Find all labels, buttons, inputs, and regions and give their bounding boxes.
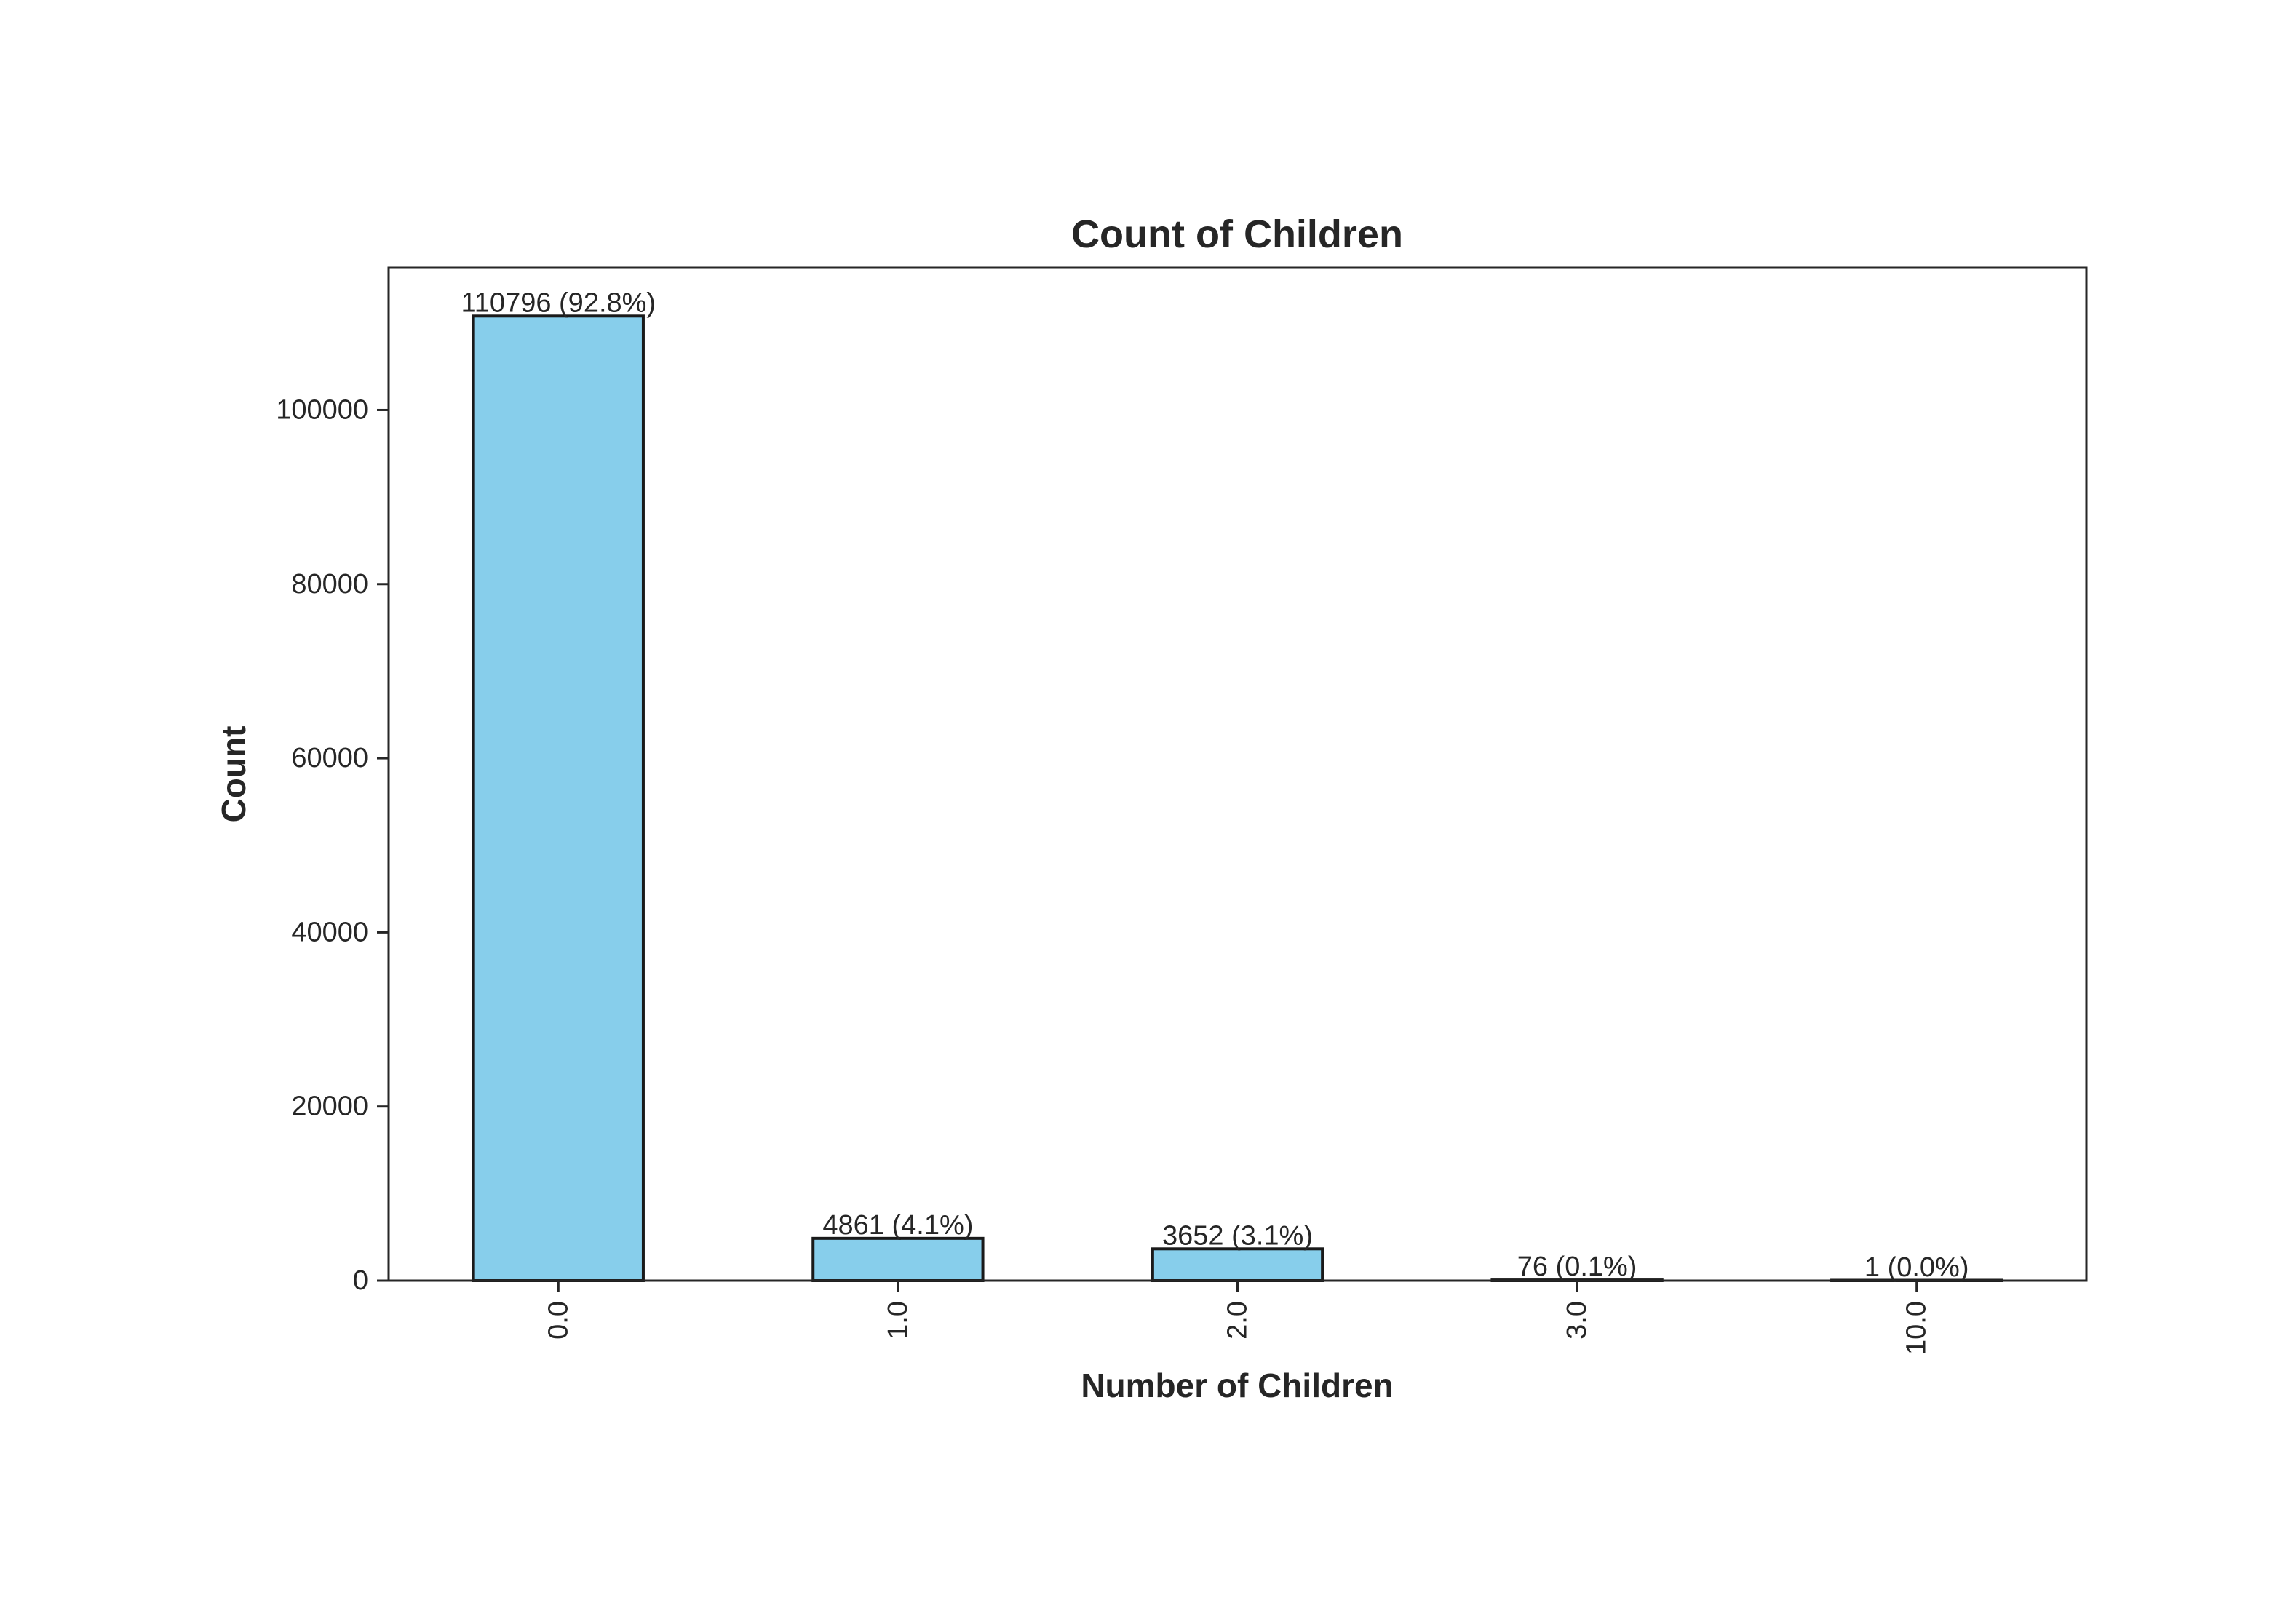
data-label-2.0: 3652 (3.1%)	[1162, 1220, 1313, 1251]
x-tick-label-3.0: 3.0	[1562, 1301, 1592, 1340]
data-label-10.0: 1 (0.0%)	[1864, 1252, 1969, 1283]
x-axis-label: Number of Children	[1081, 1367, 1393, 1404]
x-tick-label-2.0: 2.0	[1223, 1301, 1253, 1340]
y-tick-label-100000: 100000	[276, 394, 368, 425]
y-axis-label: Count	[215, 726, 253, 823]
x-axis-ticks: 0.0 1.0 2.0 3.0 10.0	[543, 1281, 1932, 1355]
bar-1.0	[811, 1236, 985, 1282]
y-tick-label-80000: 80000	[291, 569, 368, 600]
y-tick-label-0: 0	[353, 1265, 368, 1296]
y-tick-label-20000: 20000	[291, 1091, 368, 1122]
bar-0.0	[472, 314, 645, 1283]
data-labels-group: 110796 (92.8%) 4861 (4.1%) 3652 (3.1%) 76 (…	[461, 287, 1969, 1283]
plot-frame	[387, 266, 2088, 1282]
x-tick-label-10.0: 10.0	[1902, 1301, 1932, 1355]
bar-2.0	[1151, 1247, 1324, 1283]
x-tick-label-0.0: 0.0	[543, 1301, 573, 1340]
y-tick-label-40000: 40000	[291, 917, 368, 947]
data-label-1.0: 4861 (4.1%)	[822, 1210, 973, 1241]
data-label-3.0: 76 (0.1%)	[1517, 1252, 1637, 1282]
y-axis-ticks: 0 20000 40000 60000 80000 100000	[276, 394, 389, 1296]
chart-title: Count of Children	[1071, 212, 1403, 256]
y-tick-label-60000: 60000	[291, 743, 368, 773]
data-label-0.0: 110796 (92.8%)	[461, 287, 656, 318]
bars-group	[472, 314, 2003, 1283]
x-tick-label-1.0: 1.0	[883, 1301, 913, 1340]
